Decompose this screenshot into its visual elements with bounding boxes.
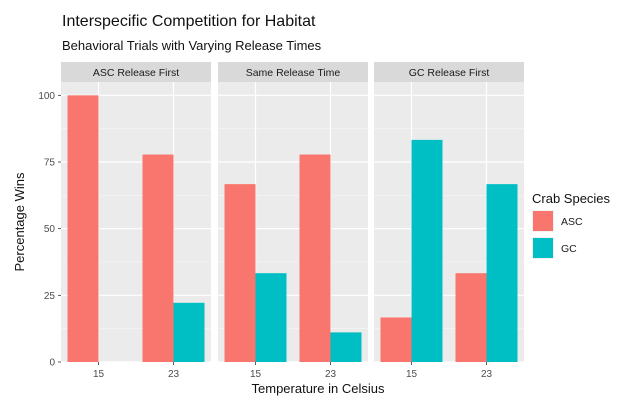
y-tick-label: 75: [44, 158, 56, 169]
bar-asc-15: [380, 317, 412, 362]
x-tick-label: 15: [250, 369, 262, 380]
chart-title: Interspecific Competition for Habitat: [62, 13, 316, 30]
x-tick-label: 23: [168, 369, 180, 380]
bar-asc-15: [224, 184, 256, 362]
facet-strip-label: Same Release Time: [246, 67, 341, 79]
x-axis-title: Temperature in Celsius: [252, 381, 385, 396]
facet-panels: ASC Release First 15 23 Same Release Time 15…: [61, 62, 524, 380]
legend-label-asc: ASC: [561, 216, 583, 228]
bar-gc-15: [255, 273, 287, 362]
x-tick-label: 15: [406, 369, 418, 380]
bar-gc-23: [330, 332, 362, 362]
facet-strip-label: GC Release First: [409, 67, 490, 79]
chart-subtitle: Behavioral Trials with Varying Release T…: [62, 38, 322, 53]
bar-asc-15: [67, 95, 99, 362]
x-tick-label: 15: [93, 369, 105, 380]
y-axis: 0 25 50 75 100: [38, 91, 61, 369]
facet-panel: ASC Release First 15 23: [61, 62, 211, 380]
legend-swatch-asc: [533, 211, 553, 231]
y-tick-label: 0: [49, 358, 55, 369]
legend: Crab Species ASC GC: [532, 191, 611, 259]
facet-panel: GC Release First 15 23: [374, 62, 524, 380]
y-tick-label: 50: [44, 224, 56, 235]
facet-strip: [61, 62, 211, 82]
facet-panel: Same Release Time 15 23: [218, 62, 368, 380]
legend-label-gc: GC: [561, 243, 577, 255]
facet-strip-label: ASC Release First: [93, 67, 179, 79]
facet-strip: [374, 62, 524, 82]
bar-gc-15: [411, 139, 443, 362]
legend-swatch-gc: [533, 238, 553, 258]
bar-gc-23: [173, 302, 205, 362]
x-tick-label: 23: [325, 369, 337, 380]
y-tick-label: 100: [38, 91, 55, 102]
x-tick-label: 23: [481, 369, 493, 380]
bar-asc-23: [455, 273, 487, 362]
y-axis-title: Percentage Wins: [12, 172, 27, 271]
facet-strip: [218, 62, 368, 82]
legend-title: Crab Species: [532, 191, 611, 206]
y-tick-label: 25: [44, 291, 56, 302]
bar-asc-23: [299, 154, 331, 362]
bar-gc-23: [486, 184, 518, 362]
bar-asc-23: [142, 154, 174, 362]
